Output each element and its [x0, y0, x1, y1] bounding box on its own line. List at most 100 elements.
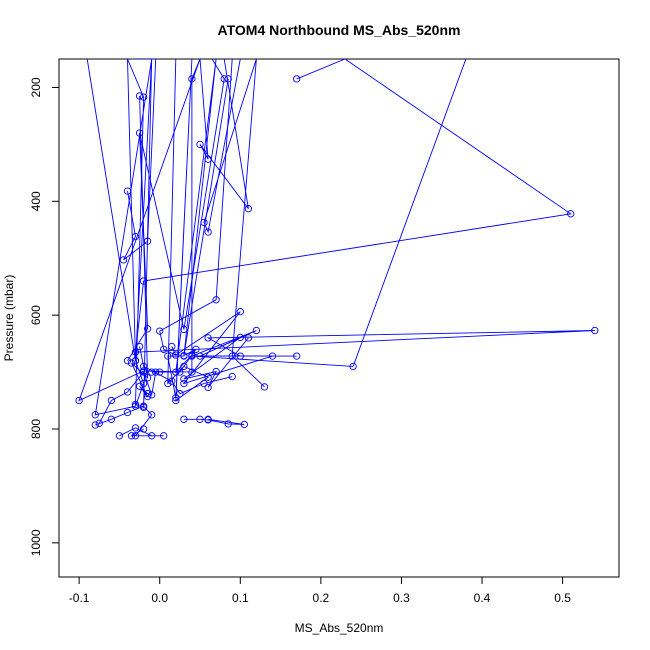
x-axis-label: MS_Abs_520nm: [295, 621, 384, 635]
data-point: [567, 210, 575, 218]
data-point: [131, 357, 140, 365]
data-point: [172, 394, 180, 402]
data-point: [260, 383, 269, 391]
data-point: [131, 424, 140, 432]
series-line: [151, 78, 229, 373]
data-point: [164, 352, 172, 360]
data-point: [244, 334, 253, 342]
data-point: [164, 379, 172, 388]
data-point: [119, 256, 128, 264]
data-point: [204, 334, 212, 342]
plot-area: [75, 59, 599, 440]
data-point: [107, 396, 116, 405]
series-line: [159, 59, 233, 356]
data-point: [143, 325, 152, 333]
data-point: [160, 432, 168, 440]
data-point: [131, 432, 140, 440]
y-tick-label: 600: [29, 305, 43, 325]
data-point: [135, 382, 144, 390]
series-line: [127, 59, 225, 361]
series-16: [148, 75, 232, 376]
data-point: [176, 390, 184, 398]
series-11: [156, 59, 233, 359]
data-point: [196, 415, 204, 423]
data-point: [139, 402, 148, 410]
series-line: [134, 59, 595, 367]
series-7: [91, 402, 156, 440]
series-15: [127, 92, 152, 401]
data-point: [95, 419, 103, 427]
y-tick-label: 800: [29, 419, 43, 439]
x-tick-label: 0.5: [554, 591, 571, 605]
y-axis-label: Pressure (mbar): [2, 275, 16, 362]
x-axis: -0.1 0.0 0.1 0.2 0.3 0.4 0.5: [69, 576, 571, 605]
y-axis: 200 400 600 800 1000: [29, 77, 60, 556]
data-point: [143, 390, 152, 398]
series-6: [115, 424, 168, 440]
data-point: [244, 205, 253, 213]
x-tick-label: 0.4: [474, 591, 491, 605]
data-point: [293, 352, 301, 360]
data-point: [148, 432, 156, 440]
series-line: [183, 418, 245, 425]
y-tick-label: 1000: [29, 529, 43, 556]
chart-title: ATOM4 Northbound MS_Abs_520nm: [218, 22, 461, 38]
data-point: [75, 396, 83, 405]
data-point: [123, 388, 132, 396]
data-point: [180, 415, 188, 423]
data-point: [143, 374, 152, 382]
data-point: [91, 421, 99, 429]
data-point: [293, 75, 301, 83]
series-line: [86, 59, 153, 416]
data-point: [148, 411, 156, 419]
data-point: [268, 352, 277, 360]
data-point: [240, 420, 248, 429]
x-tick-label: 0.0: [151, 591, 168, 605]
data-point: [143, 392, 152, 401]
data-point: [91, 411, 99, 419]
data-point: [224, 420, 232, 428]
data-point: [204, 415, 212, 423]
data-point: [224, 75, 232, 83]
data-point: [180, 375, 188, 383]
data-point: [123, 357, 132, 365]
data-point: [220, 75, 228, 83]
y-tick-label: 400: [29, 191, 43, 211]
series-3: [86, 59, 153, 419]
data-point: [123, 187, 132, 195]
data-point: [139, 93, 148, 101]
data-point: [127, 359, 136, 367]
series-line: [98, 371, 157, 424]
series-2: [75, 59, 253, 405]
data-point: [168, 377, 176, 385]
data-point: [135, 129, 144, 137]
data-point: [188, 368, 196, 376]
data-point: [180, 351, 188, 360]
data-point: [160, 345, 168, 353]
y-tick-label: 200: [29, 77, 43, 97]
series-12: [200, 59, 269, 391]
series-line: [123, 59, 157, 261]
data-point: [204, 383, 212, 392]
data-point: [180, 362, 188, 371]
data-point: [228, 352, 236, 360]
data-point: [180, 379, 188, 388]
data-point: [591, 326, 599, 335]
data-point: [200, 379, 208, 388]
x-tick-label: 0.3: [393, 591, 410, 605]
data-point: [148, 391, 156, 399]
data-point: [127, 432, 136, 440]
data-point: [252, 326, 261, 335]
series-8: [180, 415, 248, 429]
data-point: [172, 351, 180, 359]
series-9: [95, 368, 160, 427]
series-13: [135, 342, 236, 398]
data-point: [156, 327, 164, 335]
data-point: [156, 368, 164, 376]
data-point: [139, 368, 148, 376]
data-point: [212, 367, 220, 376]
data-point: [123, 408, 132, 417]
data-point: [131, 232, 140, 241]
data-point: [172, 396, 180, 405]
